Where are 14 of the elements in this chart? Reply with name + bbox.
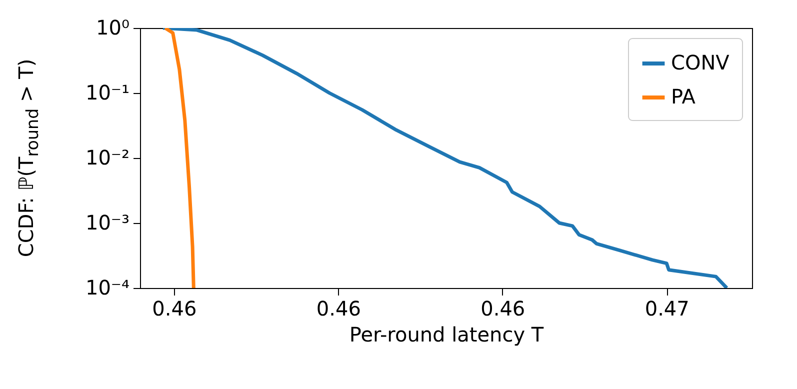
x-tick-label: 0.46 [480,296,526,320]
y-tick-label: 10⁻⁴ [85,276,130,300]
y-tick-label: 10⁻¹ [85,80,130,104]
line-series [161,28,729,288]
legend-label: PA [671,84,696,108]
y-tick-label: 10⁻³ [85,210,130,234]
x-tick-label: 0.47 [644,296,690,320]
x-axis-title: Per-round latency T [349,322,544,346]
y-tick-label: 10⁰ [96,16,130,40]
line-series [163,28,196,288]
y-tick-label: 10⁻² [85,146,130,170]
x-tick-label: 0.46 [316,296,361,320]
x-tick-label: 0.46 [152,296,197,320]
legend-label: CONV [671,50,730,74]
